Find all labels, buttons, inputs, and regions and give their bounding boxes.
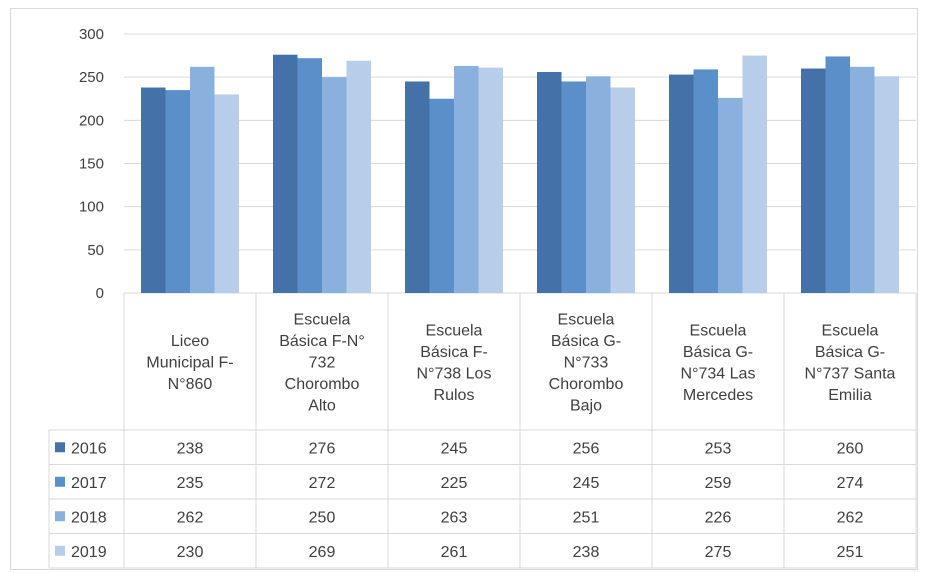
category-label: Alto (308, 398, 336, 415)
bar-2016-1 (141, 87, 166, 293)
data-label-2019-4: 238 (573, 544, 600, 561)
category-label: N°738 Los (417, 365, 492, 382)
bar-2018-3 (454, 65, 479, 294)
category-label: Bajo (570, 398, 602, 415)
series-label-2017: 2017 (71, 475, 107, 492)
bar-2017-5 (693, 69, 718, 293)
bar-2016-6 (801, 68, 826, 294)
bar-2018-1 (190, 66, 215, 293)
category-label: Escuela (822, 322, 879, 339)
data-label-2016-2: 276 (309, 440, 336, 457)
category-label: Escuela (690, 322, 747, 339)
bar-2017-4 (561, 81, 586, 293)
data-label-2018-5: 226 (705, 509, 732, 526)
category-label: Escuela (294, 312, 351, 329)
category-label: Básica F- (420, 344, 488, 361)
legend-key-2018 (55, 511, 65, 522)
bar-2017-3 (429, 98, 454, 293)
category-label: N°733 (564, 355, 609, 372)
data-label-2019-5: 275 (705, 544, 732, 561)
data-label-2019-6: 251 (837, 544, 864, 561)
y-tick-label: 150 (79, 156, 104, 173)
data-label-2017-4: 245 (573, 475, 600, 492)
y-tick-label: 0 (96, 285, 104, 302)
data-label-2018-1: 262 (177, 509, 204, 526)
bar-2016-2 (273, 54, 298, 293)
data-label-2019-1: 230 (177, 544, 204, 561)
category-label: Chorombo (549, 376, 624, 393)
data-label-2019-3: 261 (441, 544, 468, 561)
category-label: Básica G- (551, 333, 621, 350)
bar-2016-3 (405, 81, 430, 293)
bar-2016-5 (669, 74, 694, 294)
category-label: Escuela (426, 322, 483, 339)
series-label-2018: 2018 (71, 509, 107, 526)
bar-2017-1 (165, 90, 190, 293)
data-label-2018-3: 263 (441, 509, 468, 526)
category-label: Básica F-N° (279, 333, 365, 350)
y-tick-label: 50 (87, 242, 104, 259)
bar-2019-2 (346, 60, 371, 293)
legend-key-2016 (55, 442, 65, 453)
bar-2018-6 (850, 66, 875, 293)
category-label: Básica G- (683, 344, 753, 361)
category-label: Rulos (434, 387, 475, 404)
bar-2019-1 (214, 94, 239, 293)
bar-2017-6 (825, 56, 850, 293)
category-label: 732 (309, 355, 336, 372)
category-label: Emilia (828, 387, 872, 404)
bar-2019-3 (478, 67, 503, 293)
category-label: Escuela (558, 312, 615, 329)
legend-key-2019 (55, 545, 65, 556)
bar-2017-2 (297, 58, 322, 293)
category-label: Mercedes (683, 387, 753, 404)
bar-2019-4 (610, 87, 635, 293)
bar-2018-4 (586, 76, 611, 293)
data-label-2016-1: 238 (177, 440, 204, 457)
data-label-2018-6: 262 (837, 509, 864, 526)
data-label-2018-4: 251 (573, 509, 600, 526)
y-tick-label: 200 (79, 112, 104, 129)
category-label: Municipal F- (146, 355, 233, 372)
data-label-2017-3: 225 (441, 475, 468, 492)
bar-2018-2 (322, 77, 347, 294)
category-label: Liceo (171, 333, 209, 350)
data-label-2016-6: 260 (837, 440, 864, 457)
category-label: N°737 Santa (805, 365, 896, 382)
data-label-2016-4: 256 (573, 440, 600, 457)
y-tick-label: 300 (79, 26, 104, 43)
category-label: N°734 Las (681, 365, 756, 382)
data-label-2017-1: 235 (177, 475, 204, 492)
data-label-2016-5: 253 (705, 440, 732, 457)
category-label: Chorombo (285, 376, 360, 393)
data-label-2019-2: 269 (309, 544, 336, 561)
data-label-2017-6: 274 (837, 475, 864, 492)
y-tick-label: 250 (79, 69, 104, 86)
category-label: N°860 (168, 376, 213, 393)
bar-2016-4 (537, 71, 562, 293)
data-label-2018-2: 250 (309, 509, 336, 526)
bar-2019-6 (874, 76, 899, 293)
series-label-2019: 2019 (71, 544, 107, 561)
bar-2019-5 (742, 55, 767, 294)
legend-key-2017 (55, 476, 65, 487)
data-label-2017-5: 259 (705, 475, 732, 492)
y-tick-label: 100 (79, 199, 104, 216)
series-label-2016: 2016 (71, 440, 107, 457)
bar-2018-5 (718, 97, 743, 294)
data-label-2017-2: 272 (309, 475, 336, 492)
category-label: Básica G- (815, 344, 885, 361)
data-label-2016-3: 245 (441, 440, 468, 457)
